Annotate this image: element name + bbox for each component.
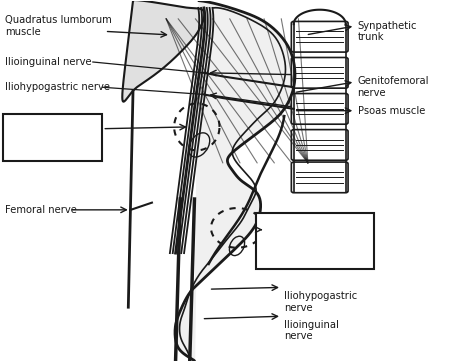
Text: Ilioinguinal nerve: Ilioinguinal nerve xyxy=(5,57,92,67)
Text: Iliohypogastric
nerve: Iliohypogastric nerve xyxy=(284,291,357,312)
Text: Ilioinguinal
nerve: Ilioinguinal nerve xyxy=(284,320,339,341)
FancyBboxPatch shape xyxy=(256,214,374,269)
Text: Psoas muscle: Psoas muscle xyxy=(357,106,425,116)
Polygon shape xyxy=(175,1,295,361)
Text: Area for genito-
femoral
nerve block: Area for genito- femoral nerve block xyxy=(263,217,341,250)
Text: Iliohypogastric nerve: Iliohypogastric nerve xyxy=(5,82,110,92)
FancyBboxPatch shape xyxy=(3,114,102,161)
Text: Femoral nerve: Femoral nerve xyxy=(5,205,77,215)
Polygon shape xyxy=(122,0,204,102)
Text: Genitofemoral
nerve: Genitofemoral nerve xyxy=(357,76,429,98)
Text: Area for IG-IH
nerves block: Area for IG-IH nerves block xyxy=(12,118,80,139)
Text: Synpathetic
trunk: Synpathetic trunk xyxy=(357,21,417,42)
Text: Quadratus lumborum
muscle: Quadratus lumborum muscle xyxy=(5,15,112,37)
